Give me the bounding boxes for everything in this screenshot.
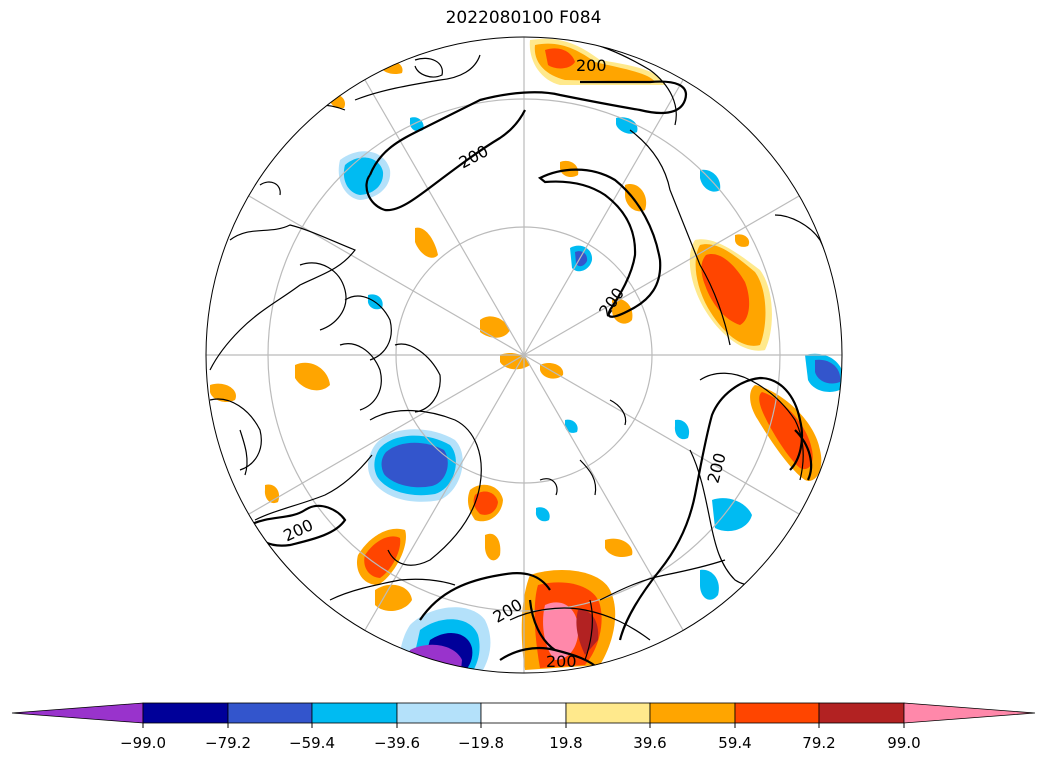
colorbar-bin <box>396 702 482 724</box>
colorbar-ticks <box>142 723 905 728</box>
map-content <box>206 37 842 673</box>
colorbar-tick-label: −79.2 <box>205 734 251 752</box>
colorbar <box>11 702 1036 724</box>
colorbar-bin <box>311 702 398 724</box>
height-contours <box>248 80 813 671</box>
colorbar-tick-label: 59.4 <box>718 734 751 752</box>
anomaly-fill <box>210 38 842 673</box>
map-boundary <box>205 36 843 674</box>
colorbar-extend-max <box>903 702 1036 724</box>
coastlines <box>209 39 841 661</box>
colorbar-extend-min <box>11 702 144 724</box>
colorbar-tick-label: −39.6 <box>374 734 420 752</box>
contour-label: 200 <box>704 451 730 485</box>
contour-label: 200 <box>546 652 577 671</box>
colorbar-bin <box>734 702 820 724</box>
colorbar-bin <box>480 702 567 724</box>
contour-label: 200 <box>280 515 316 545</box>
colorbar-bin <box>142 702 229 724</box>
graticule <box>206 37 842 673</box>
colorbar-tick-label: 99.0 <box>887 734 920 752</box>
colorbar-tick-labels: −99.0 −79.2 −59.4 −39.6 −19.8 19.8 39.6 … <box>120 734 921 752</box>
colorbar-tick-label: 39.6 <box>633 734 666 752</box>
colorbar-tick-label: 79.2 <box>802 734 835 752</box>
colorbar-bin <box>565 702 651 724</box>
colorbar-tick-label: 19.8 <box>549 734 582 752</box>
colorbar-tick-label: −99.0 <box>120 734 166 752</box>
colorbar-bin <box>818 702 905 724</box>
colorbar-tick-label: −59.4 <box>289 734 335 752</box>
colorbar-bin <box>649 702 736 724</box>
colorbar-tick-label: −19.8 <box>458 734 504 752</box>
map-title: 2022080100 F084 <box>445 8 602 28</box>
contour-label: 200 <box>576 56 607 75</box>
colorbar-bin <box>227 702 313 724</box>
contour-label: 200 <box>490 595 526 627</box>
